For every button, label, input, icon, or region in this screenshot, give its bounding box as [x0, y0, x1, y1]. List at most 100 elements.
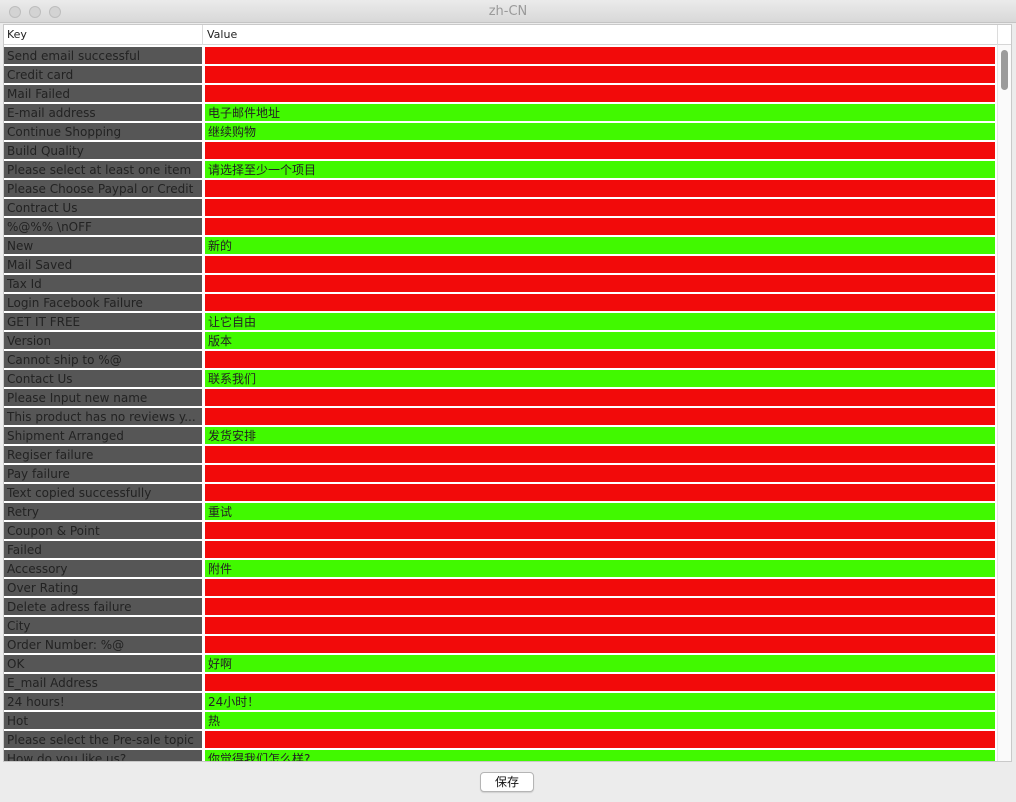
value-cell[interactable]: 好啊: [205, 655, 995, 672]
value-cell[interactable]: [205, 85, 995, 102]
translation-table[interactable]: Key Value Send email successful Credit ca…: [3, 24, 1012, 762]
table-row[interactable]: How do you like us? 你觉得我们怎么样?: [4, 750, 997, 761]
value-cell[interactable]: [205, 598, 995, 615]
table-row[interactable]: Contract Us: [4, 199, 997, 218]
value-cell[interactable]: [205, 275, 995, 292]
value-cell[interactable]: 你觉得我们怎么样?: [205, 750, 995, 761]
table-row[interactable]: New 新的: [4, 237, 997, 256]
key-cell[interactable]: Accessory: [4, 560, 202, 577]
table-row[interactable]: Accessory 附件: [4, 560, 997, 579]
key-cell[interactable]: Login Facebook Failure: [4, 294, 202, 311]
table-row[interactable]: Text copied successfully: [4, 484, 997, 503]
key-cell[interactable]: Send email successful: [4, 47, 202, 64]
table-row[interactable]: Please Choose Paypal or Credit: [4, 180, 997, 199]
value-cell[interactable]: [205, 636, 995, 653]
table-row[interactable]: 24 hours! 24小时！: [4, 693, 997, 712]
value-cell[interactable]: 继续购物: [205, 123, 995, 140]
value-cell[interactable]: 重试: [205, 503, 995, 520]
table-row[interactable]: Over Rating: [4, 579, 997, 598]
key-cell[interactable]: Please select at least one item: [4, 161, 202, 178]
key-cell[interactable]: Text copied successfully: [4, 484, 202, 501]
close-window-button[interactable]: [9, 6, 21, 18]
key-cell[interactable]: Failed: [4, 541, 202, 558]
key-cell[interactable]: Delete adress failure: [4, 598, 202, 615]
key-cell[interactable]: Hot: [4, 712, 202, 729]
table-row[interactable]: Coupon & Point: [4, 522, 997, 541]
table-row[interactable]: Login Facebook Failure: [4, 294, 997, 313]
key-cell[interactable]: Order Number: %@: [4, 636, 202, 653]
key-cell[interactable]: Continue Shopping: [4, 123, 202, 140]
key-cell[interactable]: Contract Us: [4, 199, 202, 216]
table-row[interactable]: Mail Failed: [4, 85, 997, 104]
value-cell[interactable]: [205, 408, 995, 425]
value-cell[interactable]: 热: [205, 712, 995, 729]
table-row[interactable]: Build Quality: [4, 142, 997, 161]
key-cell[interactable]: This product has no reviews y...: [4, 408, 202, 425]
table-row[interactable]: Please select the Pre-sale topic: [4, 731, 997, 750]
value-cell[interactable]: [205, 180, 995, 197]
table-row[interactable]: This product has no reviews y...: [4, 408, 997, 427]
table-row[interactable]: Order Number: %@: [4, 636, 997, 655]
table-row[interactable]: Send email successful: [4, 47, 997, 66]
vertical-scrollbar[interactable]: [997, 45, 1011, 761]
table-row[interactable]: Credit card: [4, 66, 997, 85]
key-cell[interactable]: E-mail address: [4, 104, 202, 121]
value-cell[interactable]: [205, 256, 995, 273]
table-row[interactable]: City: [4, 617, 997, 636]
value-cell[interactable]: [205, 66, 995, 83]
table-row[interactable]: Shipment Arranged 发货安排: [4, 427, 997, 446]
key-cell[interactable]: E_mail Address: [4, 674, 202, 691]
table-row[interactable]: Delete adress failure: [4, 598, 997, 617]
column-header-key[interactable]: Key: [4, 25, 203, 45]
key-cell[interactable]: Version: [4, 332, 202, 349]
value-cell[interactable]: 请选择至少一个项目: [205, 161, 995, 178]
column-header-value[interactable]: Value: [204, 25, 998, 45]
key-cell[interactable]: Please select the Pre-sale topic: [4, 731, 202, 748]
value-cell[interactable]: [205, 446, 995, 463]
table-row[interactable]: Tax Id: [4, 275, 997, 294]
key-cell[interactable]: How do you like us?: [4, 750, 202, 761]
scrollbar-thumb[interactable]: [1001, 50, 1008, 90]
table-row[interactable]: Please select at least one item 请选择至少一个项目: [4, 161, 997, 180]
key-cell[interactable]: 24 hours!: [4, 693, 202, 710]
value-cell[interactable]: 24小时！: [205, 693, 995, 710]
value-cell[interactable]: [205, 199, 995, 216]
table-row[interactable]: Failed: [4, 541, 997, 560]
save-button[interactable]: 保存: [480, 772, 534, 792]
value-cell[interactable]: [205, 731, 995, 748]
key-cell[interactable]: Contact Us: [4, 370, 202, 387]
key-cell[interactable]: Credit card: [4, 66, 202, 83]
key-cell[interactable]: Build Quality: [4, 142, 202, 159]
key-cell[interactable]: City: [4, 617, 202, 634]
value-cell[interactable]: [205, 522, 995, 539]
key-cell[interactable]: Please Input new name: [4, 389, 202, 406]
value-cell[interactable]: 附件: [205, 560, 995, 577]
key-cell[interactable]: OK: [4, 655, 202, 672]
value-cell[interactable]: 版本: [205, 332, 995, 349]
table-row[interactable]: Cannot ship to %@: [4, 351, 997, 370]
value-cell[interactable]: [205, 465, 995, 482]
table-row[interactable]: Continue Shopping 继续购物: [4, 123, 997, 142]
table-row[interactable]: Retry 重试: [4, 503, 997, 522]
table-row[interactable]: E-mail address 电子邮件地址: [4, 104, 997, 123]
value-cell[interactable]: [205, 484, 995, 501]
value-cell[interactable]: [205, 389, 995, 406]
key-cell[interactable]: Mail Failed: [4, 85, 202, 102]
key-cell[interactable]: Shipment Arranged: [4, 427, 202, 444]
minimize-window-button[interactable]: [29, 6, 41, 18]
key-cell[interactable]: GET IT FREE: [4, 313, 202, 330]
key-cell[interactable]: Cannot ship to %@: [4, 351, 202, 368]
table-row[interactable]: Mail Saved: [4, 256, 997, 275]
key-cell[interactable]: Regiser failure: [4, 446, 202, 463]
table-row[interactable]: Version 版本: [4, 332, 997, 351]
table-row[interactable]: OK 好啊: [4, 655, 997, 674]
zoom-window-button[interactable]: [49, 6, 61, 18]
key-cell[interactable]: %@%% \nOFF: [4, 218, 202, 235]
value-cell[interactable]: 让它自由: [205, 313, 995, 330]
value-cell[interactable]: [205, 674, 995, 691]
key-cell[interactable]: New: [4, 237, 202, 254]
value-cell[interactable]: [205, 541, 995, 558]
key-cell[interactable]: Over Rating: [4, 579, 202, 596]
table-row[interactable]: %@%% \nOFF: [4, 218, 997, 237]
table-row[interactable]: Regiser failure: [4, 446, 997, 465]
